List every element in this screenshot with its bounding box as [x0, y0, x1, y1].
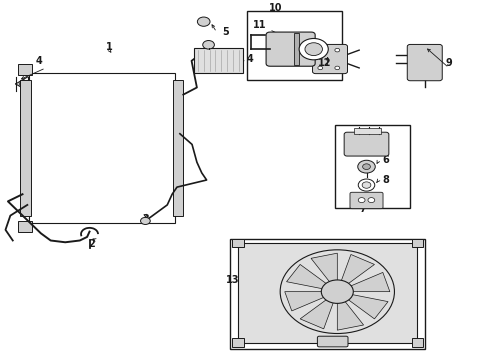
Bar: [194, 48, 243, 73]
Polygon shape: [337, 296, 364, 330]
Circle shape: [358, 198, 365, 203]
Circle shape: [321, 280, 353, 303]
Text: 9: 9: [446, 58, 452, 68]
FancyBboxPatch shape: [407, 44, 442, 81]
Polygon shape: [285, 292, 331, 311]
Bar: [29, 73, 174, 223]
Text: 3: 3: [142, 214, 149, 224]
Circle shape: [197, 17, 210, 26]
Circle shape: [358, 179, 375, 191]
Bar: [18, 221, 32, 231]
FancyBboxPatch shape: [350, 192, 383, 209]
Circle shape: [368, 198, 375, 203]
Circle shape: [305, 43, 322, 55]
FancyBboxPatch shape: [266, 32, 315, 66]
Circle shape: [362, 182, 371, 188]
Circle shape: [203, 41, 215, 49]
Polygon shape: [343, 293, 388, 319]
Text: 4: 4: [35, 56, 42, 66]
Bar: [230, 239, 425, 349]
Bar: [238, 243, 417, 343]
Text: 11: 11: [253, 20, 267, 30]
Text: 7: 7: [359, 204, 366, 214]
Text: 10: 10: [269, 4, 282, 13]
Circle shape: [299, 39, 328, 60]
Text: 12: 12: [318, 58, 332, 68]
Text: 5: 5: [222, 27, 229, 37]
Circle shape: [318, 48, 323, 52]
Bar: [335, 125, 410, 208]
Polygon shape: [311, 253, 337, 287]
Text: 13: 13: [226, 275, 240, 285]
Bar: [232, 239, 244, 247]
Bar: [354, 128, 381, 134]
Bar: [247, 11, 342, 80]
Circle shape: [335, 48, 340, 52]
Polygon shape: [300, 296, 335, 329]
Text: 2: 2: [89, 239, 96, 249]
FancyBboxPatch shape: [318, 336, 348, 347]
Circle shape: [318, 66, 323, 70]
Text: 6: 6: [383, 156, 389, 166]
Circle shape: [363, 164, 370, 170]
Bar: [412, 239, 423, 247]
FancyBboxPatch shape: [313, 44, 347, 73]
Polygon shape: [339, 255, 374, 288]
Circle shape: [358, 160, 375, 173]
Polygon shape: [344, 273, 390, 292]
Bar: [172, 80, 183, 216]
Text: 1: 1: [105, 41, 112, 51]
Bar: [412, 338, 423, 347]
Bar: [232, 338, 244, 347]
Text: 4: 4: [246, 54, 253, 64]
Text: 8: 8: [383, 175, 390, 185]
Bar: [18, 64, 32, 75]
Bar: [20, 80, 31, 216]
Bar: [294, 33, 299, 65]
Polygon shape: [287, 265, 332, 290]
Circle shape: [335, 66, 340, 70]
Circle shape: [19, 82, 24, 86]
FancyBboxPatch shape: [344, 132, 389, 156]
Text: 14: 14: [331, 334, 344, 345]
Circle shape: [280, 250, 394, 333]
Circle shape: [330, 287, 344, 297]
Circle shape: [141, 217, 150, 225]
